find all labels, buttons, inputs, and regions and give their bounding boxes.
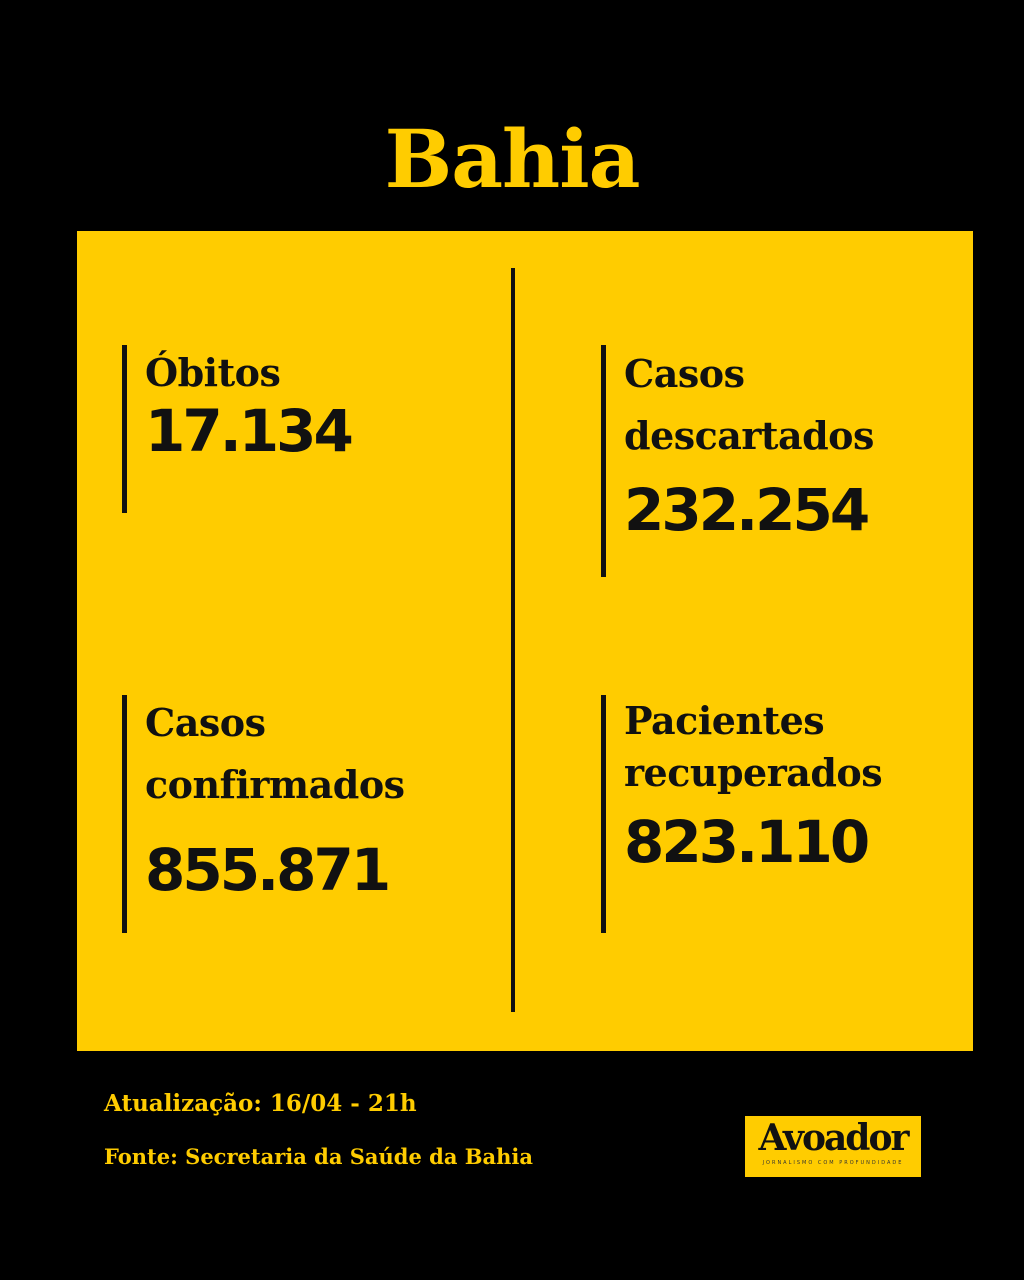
stat-label: recuperados (624, 750, 883, 795)
stat-label: descartados (624, 413, 874, 458)
stat-value: 823.110 (624, 808, 870, 876)
stat-label: Pacientes (624, 698, 825, 743)
stat-value: 17.134 (145, 397, 354, 465)
center-divider (511, 268, 515, 1012)
stat-label: Casos (145, 700, 266, 745)
avoador-logo: Avoador JORNALISMO COM PROFUNDIDADE (745, 1116, 921, 1177)
stat-label: Casos (624, 351, 745, 396)
stat-discarded: Casos descartados 232.254 (601, 345, 874, 577)
stat-confirmed: Casos confirmados 855.871 (122, 695, 405, 933)
stat-label: Óbitos (145, 350, 281, 395)
stat-recovered: Pacientes recuperados 823.110 (601, 695, 883, 933)
stat-deaths: Óbitos 17.134 (122, 345, 354, 513)
stat-value: 232.254 (624, 476, 870, 544)
update-text: Atualização: 16/04 - 21h (104, 1090, 417, 1117)
stat-label: confirmados (145, 762, 405, 807)
stat-value: 855.871 (145, 836, 391, 904)
page-title: Bahia (384, 112, 641, 206)
source-text: Fonte: Secretaria da Saúde da Bahia (104, 1144, 533, 1169)
logo-name: Avoador (758, 1117, 910, 1159)
stats-panel: Óbitos 17.134 Casos descartados 232.254 … (77, 231, 973, 1051)
logo-tagline: JORNALISMO COM PROFUNDIDADE (762, 1160, 904, 1166)
